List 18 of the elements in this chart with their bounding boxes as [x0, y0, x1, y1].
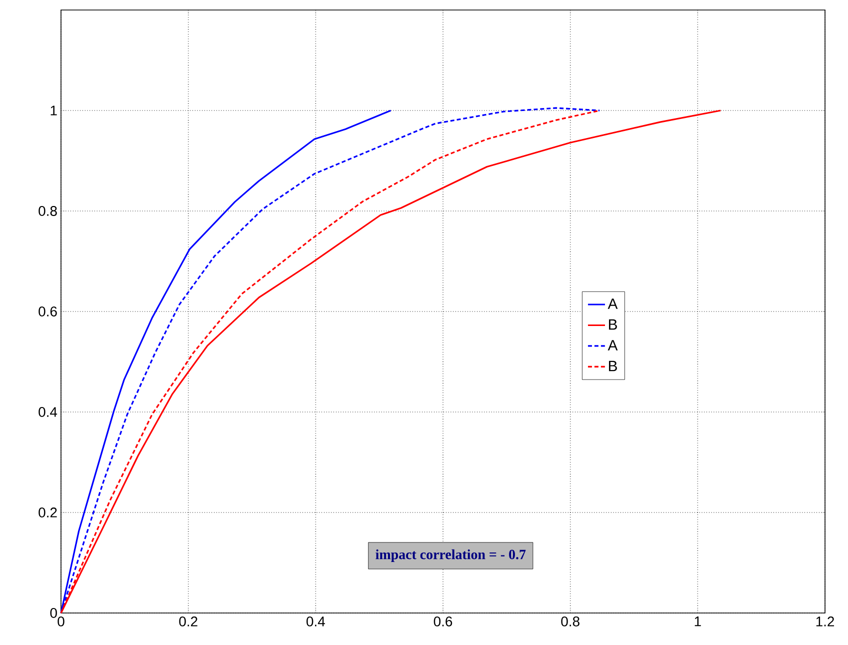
y-tick-label: 0.2	[38, 508, 57, 518]
y-tick-label: 0	[50, 608, 57, 618]
x-tick-label: 0.2	[179, 616, 198, 626]
x-tick-label: 1	[694, 616, 701, 626]
x-tick-label: 0.6	[434, 616, 452, 626]
legend-label: B	[608, 360, 617, 372]
y-tick-label: 0.4	[38, 407, 58, 417]
legend-label: A	[608, 298, 618, 309]
y-tick-label: 0.6	[38, 306, 57, 316]
x-tick-label: 0	[58, 616, 64, 626]
x-tick-label: 0.8	[561, 616, 580, 626]
y-tick-label: 1	[50, 106, 57, 116]
x-tick-label: 1.2	[816, 616, 834, 626]
annotation: impact correlation = - 0.7	[376, 549, 526, 562]
x-tick-label: 0.4	[306, 616, 325, 626]
legend-label: A	[608, 340, 618, 350]
y-tick-label: 0.8	[38, 206, 57, 216]
legend-label: B	[608, 319, 617, 330]
